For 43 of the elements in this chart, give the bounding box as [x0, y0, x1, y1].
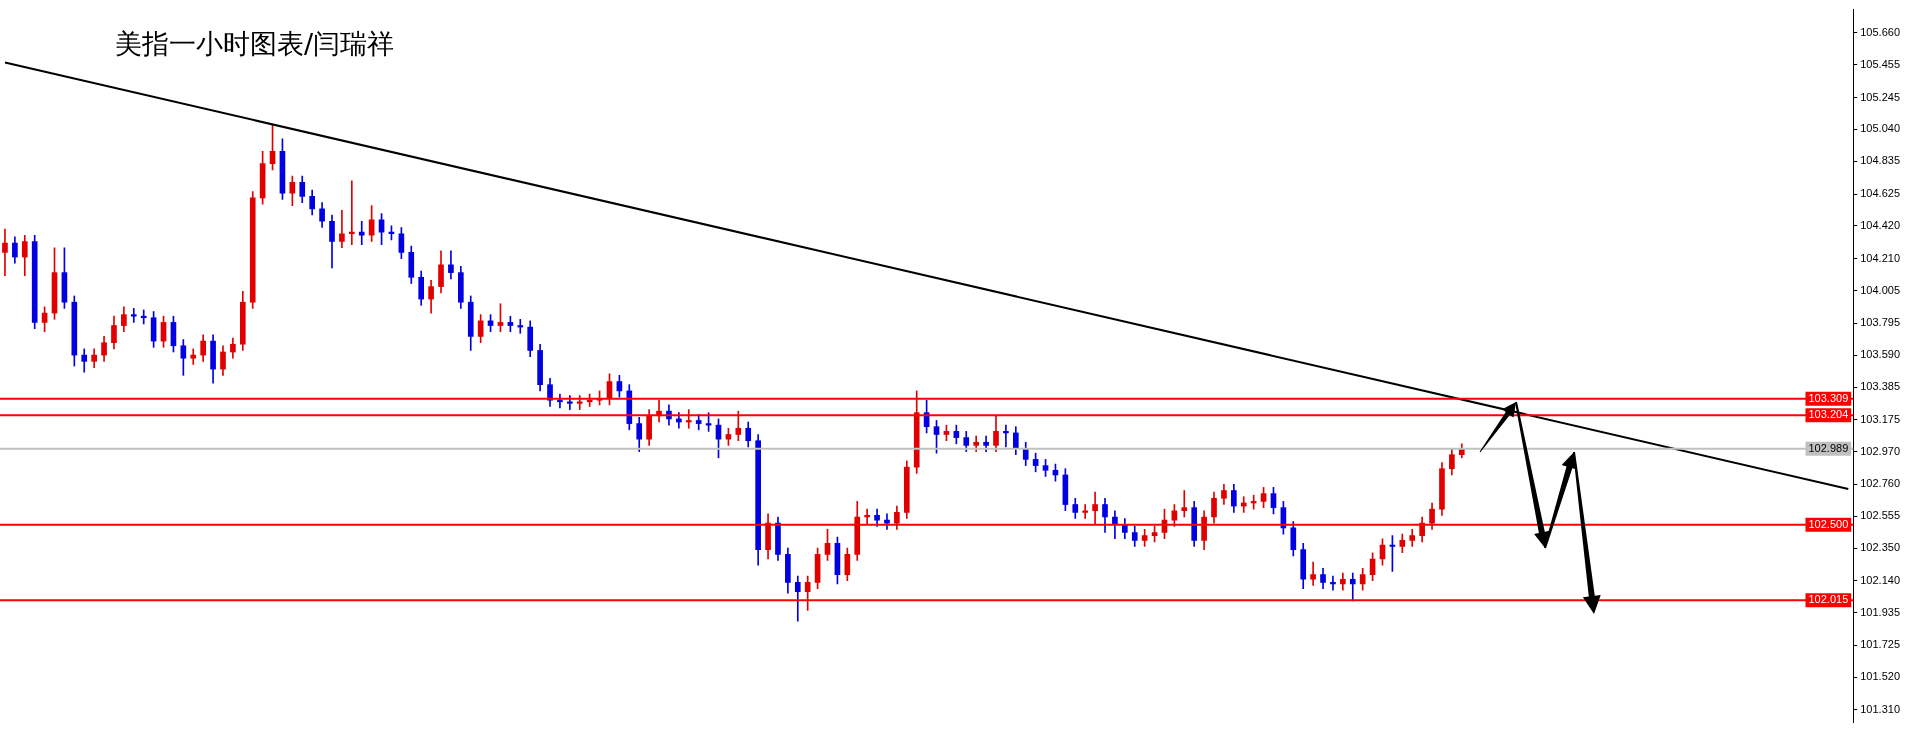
y-tick-label: 104.005	[1860, 283, 1900, 296]
candlestick	[1082, 504, 1089, 519]
ref-line-label: 102.989	[1808, 441, 1849, 454]
y-tick-label: 104.210	[1860, 251, 1900, 264]
y-tick-label: 101.935	[1860, 605, 1900, 618]
candlestick	[1330, 575, 1336, 591]
y-tick-label: 103.385	[1860, 380, 1900, 393]
y-tick-label: 105.455	[1860, 57, 1900, 70]
candlestick	[140, 309, 147, 325]
y-tick-label: 103.795	[1860, 316, 1900, 329]
ref-line-label: 103.309	[1808, 391, 1849, 404]
text: 美指一小时图表/闫瑞祥	[115, 27, 395, 61]
candlestick	[130, 308, 137, 323]
y-tick-label: 101.725	[1860, 638, 1900, 651]
y-tick-label: 102.140	[1860, 573, 1900, 586]
y-tick-label: 102.970	[1860, 444, 1900, 457]
y-tick-label: 104.420	[1860, 218, 1900, 231]
y-tick-label: 102.555	[1860, 509, 1900, 522]
candlestick	[2, 228, 8, 277]
ref-line-label: 102.500	[1808, 517, 1849, 530]
y-tick-label: 103.175	[1860, 412, 1900, 425]
y-tick-label: 104.625	[1860, 187, 1900, 200]
y-tick-label: 105.660	[1860, 25, 1900, 38]
ref-line-label: 103.204	[1808, 408, 1849, 421]
candlestick	[864, 508, 870, 526]
y-tick-label: 105.040	[1860, 122, 1900, 135]
candlestick	[339, 210, 345, 249]
candlestick	[517, 318, 524, 334]
candlestick	[685, 409, 692, 429]
y-tick-label: 102.760	[1860, 477, 1900, 490]
y-tick-label: 102.350	[1860, 541, 1900, 554]
ref-line-label: 102.015	[1808, 593, 1849, 606]
candlestick	[348, 180, 355, 245]
y-tick-label: 104.835	[1860, 154, 1900, 167]
candlestick	[1003, 424, 1009, 448]
y-tick-label: 105.245	[1860, 90, 1900, 103]
y-tick-label: 103.590	[1860, 348, 1900, 361]
candlestick	[1092, 491, 1098, 526]
candlestick	[358, 220, 365, 245]
y-tick-label: 101.520	[1860, 670, 1900, 683]
y-tick-label: 101.310	[1860, 702, 1900, 715]
candlestick	[1310, 561, 1316, 586]
candlestick	[1181, 490, 1188, 518]
